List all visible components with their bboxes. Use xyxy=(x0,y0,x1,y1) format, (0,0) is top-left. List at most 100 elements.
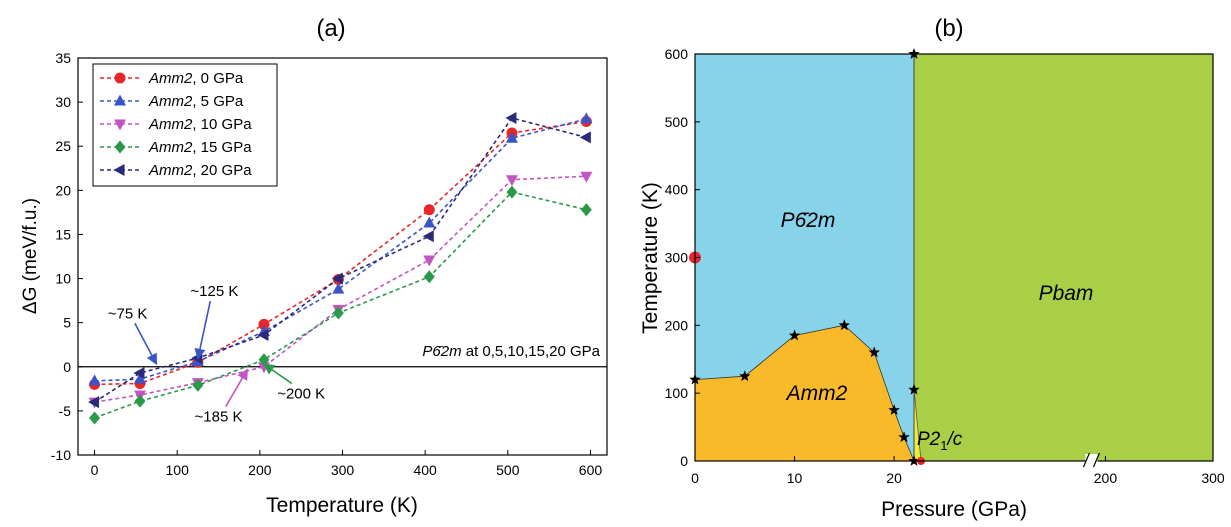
x-tick-label: 100 xyxy=(166,462,190,478)
data-point xyxy=(258,353,270,367)
x-tick-label: 10 xyxy=(787,470,803,486)
series-3 xyxy=(89,185,592,425)
p21c-boundary-line xyxy=(913,389,922,462)
x-tick-label: 300 xyxy=(331,462,355,478)
legend-entry: Amm2, 15 GPa xyxy=(100,139,252,156)
panel-a-legend: Amm2, 0 GPa Amm2, 5 GPa Amm2, 10 GPa Amm2, … xyxy=(92,63,278,187)
data-point xyxy=(257,329,269,342)
series-line xyxy=(94,175,587,403)
panel-a-label: (a) xyxy=(316,15,345,42)
y-tick-label: 35 xyxy=(55,50,71,66)
data-point xyxy=(506,185,518,199)
annotation: ~185 K xyxy=(195,368,249,425)
axis-break-slash xyxy=(1092,452,1101,468)
y-tick-label: 5 xyxy=(63,315,71,331)
y-tick-label: 20 xyxy=(55,182,71,198)
star-point xyxy=(868,346,880,358)
annotation: ~75 K xyxy=(108,305,158,366)
data-point xyxy=(258,318,270,330)
legend-swatch-marker xyxy=(114,94,126,106)
region-label-amm2: Amm2 xyxy=(785,382,848,405)
data-point xyxy=(88,374,101,386)
panel-b-region-labels: P6̄2m Pbam Amm2 P21/c xyxy=(781,209,1094,453)
data-point xyxy=(89,411,101,425)
p21c-label-sub: 1 xyxy=(940,438,947,453)
data-point xyxy=(331,272,343,285)
y-tick-label: 30 xyxy=(55,94,71,110)
y-tick-label: 400 xyxy=(665,182,689,198)
x-tick-label: 500 xyxy=(496,462,520,478)
annotation: ~200 K xyxy=(263,363,325,403)
panel-b-ticks: 0 10 20 200 300 0 100 200 300 400 500 600 xyxy=(665,46,1225,486)
panel-a: (a) 0 100 200 300 400 500 600 -10 -5 0 5 10 15 20 25 30… xyxy=(20,15,608,517)
legend-label: Amm2, 15 GPa xyxy=(148,139,252,156)
star-point xyxy=(908,383,920,395)
panel-a-reference-label: P6̄2m at 0,5,10,15,20 GPa xyxy=(422,343,600,360)
x-tick-label: 0 xyxy=(91,462,99,478)
reference-label-italic: P6̄2m xyxy=(422,343,461,360)
data-point xyxy=(423,204,435,216)
annotation: ~125 K xyxy=(190,283,238,360)
y-tick-label: 100 xyxy=(665,385,689,401)
annotation-arrow xyxy=(225,368,249,407)
y-tick-label: 10 xyxy=(55,271,71,287)
legend-swatch-marker xyxy=(114,72,126,84)
series-line xyxy=(94,117,587,403)
region-label-p21c: P21/c xyxy=(917,429,963,453)
annotation-arrow xyxy=(134,322,158,366)
series-line xyxy=(94,120,587,386)
data-point xyxy=(423,255,436,267)
annotation-label: ~125 K xyxy=(190,283,238,300)
data-point xyxy=(580,203,592,217)
region-pbam xyxy=(914,54,1213,461)
legend-label: Amm2, 20 GPa xyxy=(148,162,252,179)
y-tick-label: 0 xyxy=(63,359,71,375)
x-tick-label: 400 xyxy=(413,462,437,478)
axis-break-slash xyxy=(1082,452,1091,468)
y-tick-label: 300 xyxy=(665,250,689,266)
legend-swatch-marker xyxy=(113,164,125,176)
data-point xyxy=(505,131,518,143)
data-point xyxy=(133,372,146,384)
y-tick-label: 25 xyxy=(55,138,71,154)
reference-label-rest: at 0,5,10,15,20 GPa xyxy=(462,343,601,360)
data-point xyxy=(423,216,436,228)
panel-a-series-layer xyxy=(88,111,593,425)
data-point xyxy=(88,396,100,409)
panel-a-annotations: ~75 K ~125 K ~185 K ~200 K xyxy=(108,283,325,425)
p21c-label-main: P2 xyxy=(917,429,941,450)
annotation-arrow xyxy=(263,363,293,385)
y-tick-label: 600 xyxy=(665,46,689,62)
star-point xyxy=(888,404,900,415)
series-1 xyxy=(88,112,593,386)
legend-label: Amm2, 0 GPa xyxy=(148,70,244,87)
x-tick-label: 20 xyxy=(886,470,902,486)
panel-a-ticks: 0 100 200 300 400 500 600 -10 -5 0 5 10 15 20 25 30 35 xyxy=(51,50,603,478)
annotation-label: ~75 K xyxy=(108,305,148,322)
data-point xyxy=(423,270,435,284)
legend-label: Amm2, 5 GPa xyxy=(148,93,244,110)
region-amm2 xyxy=(695,325,914,461)
y-tick-label: 200 xyxy=(665,317,689,333)
annotation-arrow xyxy=(194,301,212,360)
y-tick-label: 0 xyxy=(680,453,688,469)
annotation-label: ~185 K xyxy=(195,408,243,425)
panel-b-regions xyxy=(694,54,1213,462)
y-tick-label: -5 xyxy=(59,403,72,419)
x-tick-label: 600 xyxy=(579,462,603,478)
data-point xyxy=(579,131,591,144)
data-point xyxy=(580,171,593,183)
data-point xyxy=(505,175,518,187)
data-point xyxy=(192,378,204,392)
x-tick-label: 200 xyxy=(1094,470,1118,486)
data-point xyxy=(505,111,517,124)
y-tick-label: -10 xyxy=(51,447,71,463)
series-4 xyxy=(88,111,591,409)
legend-swatch-marker xyxy=(114,140,126,154)
series-line xyxy=(94,191,587,419)
data-point xyxy=(134,394,146,408)
data-point xyxy=(133,366,145,379)
panel-a-xlabel: Temperature (K) xyxy=(266,494,418,517)
svg-text:P6̄2m at 0,5,10,15,20 GPa: P6̄2m at 0,5,10,15,20 GPa xyxy=(422,343,600,360)
amm2-boundary-line xyxy=(694,324,915,462)
